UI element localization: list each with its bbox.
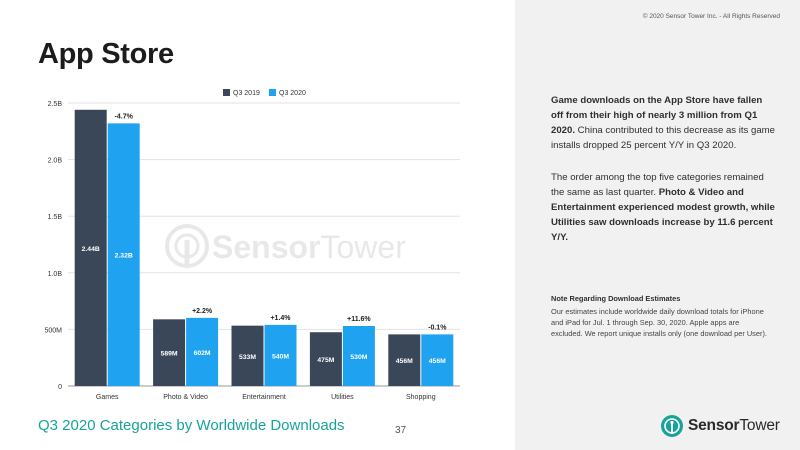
watermark-logo-icon [165, 224, 209, 268]
x-tick-label: Photo & Video [163, 394, 208, 401]
data-label: 533M [239, 354, 256, 361]
brand-name: SensorTower [688, 417, 780, 435]
bar-q3-2019 [309, 332, 342, 386]
commentary-paragraph-2: The order among the top five categories … [551, 170, 776, 245]
data-label: 530M [350, 354, 367, 361]
legend-swatch-q3-2019 [223, 89, 230, 96]
change-label: +1.4% [270, 315, 291, 322]
page-title: App Store [38, 38, 174, 70]
data-label: 475M [317, 357, 334, 364]
y-tick-label: 1.0B [48, 271, 63, 278]
bar-q3-2019 [388, 334, 421, 386]
change-label: -4.7% [115, 113, 134, 120]
watermark: SensorTower [165, 224, 406, 268]
copyright-notice: © 2020 Sensor Tower Inc. - All Rights Re… [642, 13, 780, 20]
data-label: 540M [272, 353, 289, 360]
legend-swatch-q3-2020 [269, 89, 276, 96]
commentary-paragraph-1: Game downloads on the App Store have fal… [551, 93, 776, 153]
bar-q3-2019 [231, 325, 264, 386]
bar-q3-2020 [264, 324, 297, 386]
bar-q3-2020 [107, 123, 140, 386]
bar-q3-2020 [342, 326, 375, 386]
page-number: 37 [395, 425, 407, 436]
brand-name-bold: Sensor [688, 417, 740, 434]
data-label: 2.32B [115, 253, 133, 260]
note-body: Our estimates include worldwide daily do… [551, 307, 767, 339]
bar-q3-2020 [186, 317, 219, 386]
data-label: 589M [161, 351, 178, 358]
data-label: 2.44B [82, 246, 100, 253]
commentary-1-regular: China contributed to this decrease as it… [551, 125, 775, 151]
data-label: 602M [194, 350, 211, 357]
y-tick-label: 2.0B [48, 158, 63, 165]
change-label: -0.1% [428, 324, 447, 331]
bar-q3-2019 [153, 319, 186, 386]
change-label: +11.6% [347, 316, 371, 323]
commentary-1-bold: Game downloads on the App Store have fal… [551, 95, 763, 136]
x-tick-label: Utilities [331, 394, 354, 401]
change-label: +2.2% [192, 308, 213, 315]
y-tick-label: 500M [44, 327, 62, 334]
y-tick-label: 1.5B [48, 214, 63, 221]
bar-chart: SensorTower 0 500M 1.0B 1.5B 2.0B 2.5B Q3 2019 Q… [44, 89, 460, 401]
watermark-text: SensorTower [212, 229, 406, 265]
bar-q3-2020 [421, 334, 454, 386]
commentary-2-bold: Photo & Video and Entertainment experien… [551, 187, 775, 243]
note-title: Note Regarding Download Estimates [551, 294, 681, 303]
y-tick-label: 0 [58, 384, 62, 391]
legend-label-q3-2020: Q3 2020 [279, 90, 306, 97]
legend-label-q3-2019: Q3 2019 [233, 90, 260, 97]
x-tick-label: Games [96, 394, 119, 401]
brand-logo: SensorTower [660, 414, 780, 438]
data-label: 456M [429, 358, 446, 365]
brand-name-light: Tower [739, 417, 780, 434]
x-tick-label: Entertainment [242, 394, 286, 401]
x-tick-label: Shopping [406, 394, 436, 401]
commentary-2-regular: The order among the top five categories … [551, 172, 764, 198]
sensor-tower-logo-icon [661, 415, 683, 437]
data-label: 456M [396, 358, 413, 365]
chart-title: Q3 2020 Categories by Worldwide Download… [38, 417, 345, 434]
commentary-panel [515, 0, 800, 450]
bar-q3-2019 [74, 109, 107, 387]
y-tick-label: 2.5B [48, 101, 63, 108]
